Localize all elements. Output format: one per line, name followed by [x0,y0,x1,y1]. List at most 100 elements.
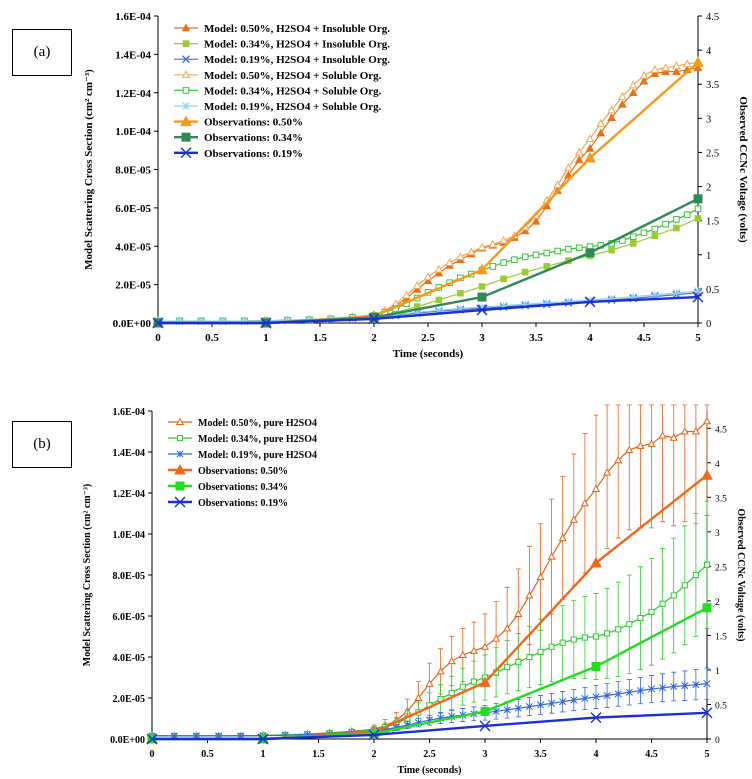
data-point [692,56,704,67]
data-point [553,180,562,189]
data-point [702,417,712,425]
data-point [603,468,612,476]
data-point [647,685,656,693]
data-point [558,533,567,542]
data-point [492,634,501,642]
data-point [580,499,589,507]
data-point [640,229,648,237]
data-point [448,689,455,696]
panel-label-b: (b) [12,421,72,468]
legend: Model: 0.50%, H2SO4 + Insoluble Org. Mode… [171,18,483,168]
legend-label: Observations: 0.34% [204,132,303,144]
series-line [158,295,699,325]
data-point [531,216,541,225]
data-point [515,659,522,666]
error-bar [660,404,666,523]
data-point [596,118,606,127]
data-point [650,290,659,299]
data-point [636,441,645,449]
data-point [661,63,670,72]
data-point [584,151,596,163]
data-point [691,427,700,435]
data-point [548,643,555,650]
legend-label: Observations: 0.19% [204,148,303,160]
legend-label: Model: 0.34%, H2SO4 + Soluble Org. [204,85,382,97]
series-line [158,208,699,322]
data-point [673,216,680,223]
data-point [607,113,616,121]
series-line [158,197,699,325]
data-point [575,244,583,252]
data-point [694,287,702,295]
legend-marker [181,132,191,142]
error-bar [649,404,654,529]
data-point [520,226,530,235]
data-point [703,561,711,568]
y-left-tick-label: 1.2E-04 [113,489,146,500]
data-point [659,684,667,692]
data-point [543,249,551,257]
data-point [570,696,578,704]
error-bar [604,404,610,549]
x-tick-label: 3 [479,332,485,344]
data-point [701,469,713,480]
data-point [503,624,512,632]
data-point [574,147,584,156]
data-point [445,258,454,266]
data-point [477,292,487,302]
legend-marker [176,434,184,442]
data-point [492,707,500,715]
data-point [650,65,660,74]
data-point [521,268,529,276]
data-point [479,720,491,732]
data-point [670,592,677,599]
data-point [479,676,491,687]
panel-label-a: (a) [12,29,72,76]
error-bar [637,404,643,529]
data-point [480,706,490,716]
data-point [651,225,659,233]
data-point [628,80,638,89]
y-right-tick-label: 3 [706,114,711,125]
data-point [591,484,601,492]
data-point [596,128,606,137]
data-point [511,256,518,263]
legend-marker [181,70,191,79]
series-7 [153,194,703,328]
data-point [585,143,595,152]
y-left-tick-label: 8.0E-05 [113,571,146,582]
legend-marker [176,450,184,458]
legend-marker [181,23,191,32]
x-tick-label: 0.5 [201,749,214,760]
y-left-tick-label: 1.4E-04 [115,49,151,61]
y-left-tick-label: 1.2E-04 [115,88,151,100]
data-point [574,155,584,164]
data-point [590,556,602,568]
data-point [702,603,712,613]
data-point [489,263,497,270]
data-point [585,134,595,143]
data-point [692,681,700,689]
data-point [414,693,423,702]
x-tick-label: 2 [372,749,377,760]
x-tick-label: 2.5 [423,749,436,760]
legend-label: Model: 0.34%, H2SO4 + Insoluble Org. [204,39,390,51]
error-bar [693,404,699,525]
data-point [503,706,511,714]
data-point [480,642,490,650]
legend-marker [182,87,190,94]
data-point [368,729,380,741]
y-left-tick-label: 0.0E+00 [113,318,152,330]
x-tick-label: 2.5 [421,332,435,344]
data-point [547,552,556,560]
y-left-axis-label: Model Scattering Cross Section (cm² cm⁻³… [82,484,93,666]
legend: Model: 0.50%, pure H2SO4 Model: 0.34%, pu… [165,412,377,514]
data-point [651,232,659,239]
data-point [500,275,507,283]
error-bar [671,404,677,527]
data-point [537,648,544,655]
legend-marker [175,481,185,491]
legend-label: Observations: 0.34% [198,482,288,493]
data-point [673,224,680,232]
